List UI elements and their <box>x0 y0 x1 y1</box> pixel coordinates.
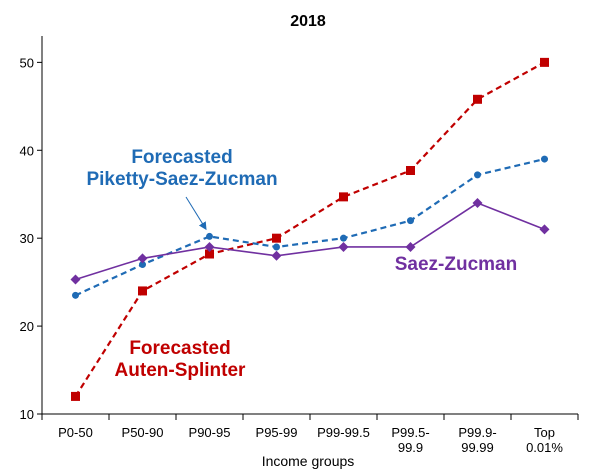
series-label-line: Auten-Splinter <box>115 360 246 381</box>
series-saezzucman <box>70 198 550 285</box>
y-tick-label: 40 <box>20 143 34 158</box>
x-tick-label-line: Top <box>534 425 555 440</box>
x-tick-label-line: 0.01% <box>526 440 563 455</box>
x-tick-label-line: P0-50 <box>58 425 93 440</box>
x-tick-label-line: 99.99 <box>461 440 494 455</box>
series-label-line: Forecasted <box>131 147 232 168</box>
axes <box>41 36 578 415</box>
data-point-saezzucman <box>204 241 215 252</box>
x-tick-label: P99.5-99.9 <box>391 425 429 455</box>
data-point-psz <box>72 291 79 299</box>
data-point-autensplinter <box>71 391 80 401</box>
data-point-psz <box>206 232 213 240</box>
series-label-line: Piketty-Saez-Zucman <box>86 169 277 190</box>
x-tick-label: P99.9-99.99 <box>458 425 496 455</box>
x-tick-label-line: P99.9- <box>458 425 496 440</box>
x-tick-label: Top 0.01% <box>526 425 563 455</box>
x-tick-label: P90-95 <box>189 425 231 440</box>
x-tick-label: P50-90 <box>122 425 164 440</box>
data-point-saezzucman <box>70 274 81 285</box>
y-tick-label: 30 <box>20 231 34 246</box>
x-tick-label: P95-99 <box>256 425 298 440</box>
y-tick-label: 20 <box>20 319 34 334</box>
data-point-psz <box>407 217 414 225</box>
data-point-psz <box>340 234 347 242</box>
data-point-autensplinter <box>406 165 415 175</box>
x-axis-ticks: P0-50 P50-90 P90-95 P95-99 P99-99.5 P99.5-99.… <box>41 414 579 455</box>
data-point-saezzucman <box>137 253 148 264</box>
x-axis-title: Income groups <box>262 453 355 469</box>
series-line-psz <box>75 157 545 297</box>
data-point-autensplinter <box>272 233 281 243</box>
data-point-saezzucman <box>338 241 349 252</box>
data-point-autensplinter <box>205 249 214 259</box>
data-point-autensplinter <box>473 94 482 104</box>
y-axis-ticks: 10 20 30 40 50 <box>20 55 42 422</box>
x-tick-label: P99-99.5 <box>317 425 370 440</box>
series-label-line: Saez-Zucman <box>395 254 517 275</box>
x-tick-label-line: P99-99.5 <box>317 425 370 440</box>
data-point-psz <box>273 243 280 251</box>
data-point-psz <box>541 155 548 163</box>
data-point-psz <box>474 171 481 179</box>
x-tick-label-line: P99.5- <box>391 425 429 440</box>
x-tick-label-line: P90-95 <box>189 425 231 440</box>
data-point-saezzucman <box>405 241 416 252</box>
data-point-autensplinter <box>339 192 348 202</box>
annotation-arrow <box>185 196 207 231</box>
data-point-saezzucman <box>271 250 282 261</box>
series-line-autensplinter <box>74 61 546 398</box>
x-tick-label-line: P50-90 <box>122 425 164 440</box>
data-point-saezzucman <box>539 224 550 235</box>
series-layer <box>70 57 550 401</box>
data-point-autensplinter <box>540 57 549 67</box>
y-tick-label: 10 <box>20 407 34 422</box>
x-tick-label-line: 99.9 <box>398 440 423 455</box>
series-label-autensplinter: Forecasted Auten-Splinter <box>115 338 246 381</box>
series-label-saezzucman: Saez-Zucman <box>395 254 517 275</box>
series-label-psz: Forecasted Piketty-Saez-Zucman <box>86 147 277 190</box>
chart-title: 2018 <box>290 13 326 30</box>
series-autensplinter <box>71 57 549 401</box>
x-tick-label-line: P95-99 <box>256 425 298 440</box>
data-point-psz <box>139 261 146 269</box>
data-point-saezzucman <box>472 198 483 209</box>
series-label-line: Forecasted <box>129 338 230 359</box>
data-point-autensplinter <box>138 286 147 296</box>
series-psz <box>72 155 548 299</box>
x-tick-label: P0-50 <box>58 425 93 440</box>
y-tick-label: 50 <box>20 55 34 70</box>
series-line-saezzucman <box>75 202 545 281</box>
